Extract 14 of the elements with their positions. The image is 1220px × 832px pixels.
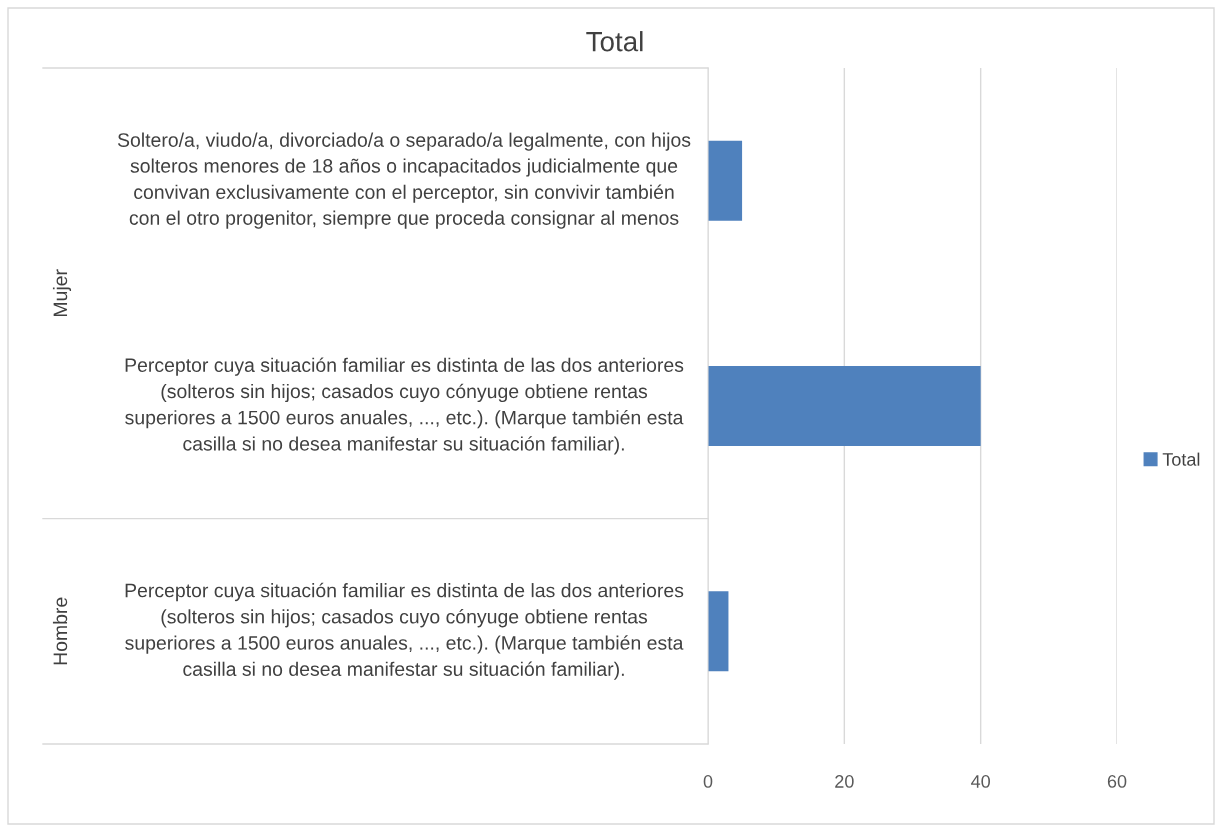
text: Hombre xyxy=(52,597,68,665)
bar xyxy=(708,140,743,221)
y-tick-label: Soltero/a, viudo/a, divorciado/a o separado/a legalmente, con hijos solteros menores de 18 años o incapacitados judicialmente que convivan exclusivamente con el perceptor, sin convivir también con el otro progenitor, siempre que proceda consignar al menos xyxy=(117,132,691,229)
bar xyxy=(708,591,729,672)
x-tick-label: 60 xyxy=(1107,775,1127,788)
x-tick-label: 20 xyxy=(835,775,854,788)
y-tick-label: Perceptor cuya situación familiar es distinta de las dos anteriores (solteros sin hijos; casados cuyo cónyuge obtiene rentas superiores a 1500 euros anuales, ..., etc.). (Marque también esta casilla si no desea manifestar su situación familiar). xyxy=(125,357,684,455)
x-tick-label: 0 xyxy=(703,775,713,788)
x-tick-label: 40 xyxy=(971,775,990,788)
text: Mujer xyxy=(52,269,72,317)
legend-label: Total xyxy=(1162,452,1200,466)
y-tick-label: Perceptor cuya situación familiar es distinta de las dos anteriores (solteros sin hijos; casados cuyo cónyuge obtiene rentas superiores a 1500 euros anuales, ..., etc.). (Marque también esta casilla si no desea manifestar su situación familiar). xyxy=(125,582,684,680)
bar xyxy=(708,366,981,446)
chart-title: Total xyxy=(586,31,643,52)
